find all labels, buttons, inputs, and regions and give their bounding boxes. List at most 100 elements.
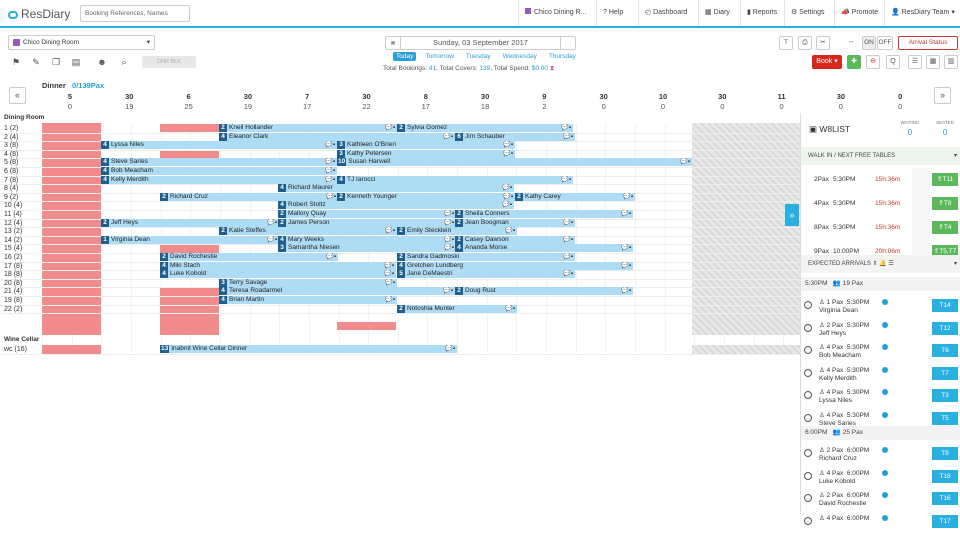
nav-settings[interactable]: ⚙ Settings bbox=[784, 0, 834, 26]
day-tuesday[interactable]: Tuesday bbox=[465, 53, 491, 60]
blocked-slot[interactable] bbox=[160, 245, 219, 253]
print-icon[interactable]: ⎙ bbox=[798, 36, 812, 50]
booking-block[interactable]: 4 Eleanor Clark 💬▪ bbox=[219, 132, 455, 141]
booking-block[interactable]: 2 Kathy Carey 💬▪ bbox=[515, 192, 635, 201]
user-list-icon[interactable]: ☻ bbox=[97, 57, 107, 67]
prev-day-button[interactable]: « bbox=[390, 38, 396, 47]
table-label[interactable]: 6 (8) bbox=[4, 168, 19, 175]
walkin-icon[interactable]: ✚ bbox=[847, 55, 861, 69]
booking-block[interactable]: 13 Inabnit Wine Cellar Dinner 💬▪ bbox=[160, 345, 457, 353]
booking-block[interactable]: 3 Terry Savage 💬▪ bbox=[219, 278, 397, 287]
booking-block[interactable]: 4 Lyssa Niles 💬▪ bbox=[101, 141, 337, 150]
table-label[interactable]: 17 (8) bbox=[4, 262, 23, 270]
booking-block[interactable]: 4 Richard Maurer 💬▪ bbox=[278, 184, 514, 193]
table-label[interactable]: 8 (4) bbox=[4, 185, 19, 193]
nav-reports[interactable]: ▮ Reports bbox=[740, 0, 784, 26]
walkin-row[interactable]: 8Pax 5:30PM 15h:36m ⇑T4 bbox=[801, 216, 960, 240]
booking-block[interactable]: 2 Casey Dawson 💬▪ bbox=[455, 235, 575, 244]
assign-table-button[interactable]: T17 bbox=[932, 514, 958, 528]
table-label[interactable]: 16 (2) bbox=[4, 254, 23, 261]
blocked-slot[interactable] bbox=[160, 124, 219, 132]
booking-block[interactable]: 2 Mallory Quay 💬▪ bbox=[278, 210, 456, 218]
assign-table-button[interactable]: T3 bbox=[932, 389, 958, 402]
table-label[interactable]: 4 (8) bbox=[4, 150, 19, 158]
booking-block[interactable]: 2 Katie Steffes 💬▪ bbox=[219, 227, 397, 236]
booking-block[interactable]: 10 Susan Harwell 💬▪ bbox=[337, 158, 692, 167]
venue-select[interactable]: Chico Dining Room ▾ bbox=[8, 35, 155, 50]
arrival-row[interactable]: ♙ 4 Pax 5:30PM Kelly Merdith T7 bbox=[801, 363, 960, 385]
booking-block[interactable]: 1 Virginia Dean 💬▪ bbox=[101, 235, 279, 244]
venue-tab[interactable]: Chico Dining R... bbox=[518, 0, 596, 26]
booking-block[interactable]: 2 Emily Stecklein 💬▪ bbox=[397, 227, 517, 236]
dnb-button[interactable]: DNR BLK bbox=[142, 56, 196, 68]
table-label[interactable]: 2 (4) bbox=[4, 133, 19, 141]
booking-block[interactable]: 2 Jeff Heys 💬▪ bbox=[101, 218, 279, 227]
table-label[interactable]: wc (16) bbox=[4, 346, 27, 353]
day-wednesday[interactable]: Wednesday bbox=[502, 53, 537, 60]
table-label[interactable]: 20 (8) bbox=[4, 279, 23, 287]
arrival-row[interactable]: ♙ 2 Pax 5:30PM Jeff Heys T12 bbox=[801, 318, 960, 340]
booking-block[interactable]: 4 Robert Stoltz 💬▪ bbox=[278, 201, 514, 210]
table-label[interactable]: 12 (4) bbox=[4, 219, 23, 227]
booking-block[interactable]: 3 Kathy Petersen 💬▪ bbox=[337, 149, 515, 158]
table-label[interactable]: 18 (8) bbox=[4, 271, 23, 279]
day-tomorrow[interactable]: Tomorrow bbox=[425, 53, 454, 60]
booking-block[interactable]: 2 Notoshia Munter 💬▪ bbox=[397, 304, 517, 313]
booking-block[interactable]: 2 David Rochestie 💬▪ bbox=[160, 253, 338, 261]
search-table-icon[interactable]: ⌕ bbox=[121, 57, 127, 67]
assign-table-button[interactable]: T12 bbox=[932, 321, 958, 335]
toggle-on[interactable]: ON bbox=[862, 36, 876, 50]
booking-block[interactable]: 4 Kelly Merdith 💬▪ bbox=[101, 175, 337, 184]
booking-block[interactable]: 4 Ananda Morse 💬▪ bbox=[455, 244, 633, 253]
booking-block[interactable]: 4 Steve Saries 💬▪ bbox=[101, 158, 337, 167]
next-day-button[interactable]: » bbox=[390, 38, 396, 47]
arrival-row[interactable]: ♙ 4 Pax 5:30PM Bob Meacham T6 bbox=[801, 340, 960, 362]
arrival-row[interactable]: ♙ 2 Pax 6:00PM Richard Cruz T9 bbox=[801, 443, 960, 465]
assign-table-button[interactable]: T9 bbox=[932, 447, 958, 460]
assign-table-button[interactable]: T6 bbox=[932, 344, 958, 357]
arrival-status-button[interactable]: Arrival Status bbox=[898, 36, 958, 50]
table-label[interactable]: 11 (4) bbox=[4, 211, 22, 218]
booking-block[interactable]: 2 Sheila Conners 💬▪ bbox=[455, 210, 633, 218]
booking-block[interactable]: 5 Jane DeMaestri 💬▪ bbox=[397, 270, 575, 279]
booking-block[interactable]: 4 TJ Iarocci 💬▪ bbox=[337, 175, 573, 184]
assign-table-button[interactable]: T7 bbox=[932, 366, 958, 380]
nav-dashboard[interactable]: ◴ Dashboard bbox=[638, 0, 696, 26]
table-label[interactable]: 22 (2) bbox=[4, 305, 23, 313]
booking-block[interactable]: 4 Miki Stach 💬▪ bbox=[160, 261, 396, 270]
booking-block[interactable]: 6 Jim Schauber 💬▪ bbox=[455, 132, 575, 141]
walkin-header[interactable]: WALK IN / NEXT FREE TABLES ▾ bbox=[801, 147, 960, 165]
tile-view-icon[interactable]: ▥ bbox=[944, 55, 958, 69]
timeline-prev-button[interactable]: « bbox=[9, 87, 26, 104]
booking-block[interactable]: 4 Teresa Roadarmel 💬▪ bbox=[219, 287, 455, 296]
booking-block[interactable]: 3 Samantha Niesen 💬▪ bbox=[278, 244, 456, 253]
day-today[interactable]: Today bbox=[393, 52, 417, 61]
booking-block[interactable]: 4 Gretchen Lundberg 💬▪ bbox=[397, 261, 633, 270]
link-icon[interactable]: ✂ bbox=[816, 36, 830, 50]
table-label[interactable]: 14 (2) bbox=[4, 236, 23, 244]
booking-block[interactable]: 2 Richard Cruz 💬▪ bbox=[160, 192, 338, 201]
current-date[interactable]: Sunday, 03 September 2017 bbox=[400, 37, 561, 49]
booking-block[interactable]: 2 Kneil Hollander 💬▪ bbox=[219, 124, 397, 132]
search-input[interactable]: Booking References, Names bbox=[80, 5, 190, 22]
table-label[interactable]: 19 (8) bbox=[4, 297, 23, 304]
expand-icon[interactable]: ↔ bbox=[844, 36, 858, 50]
nav-help[interactable]: ? Help bbox=[596, 0, 636, 26]
timeline-next-button[interactable]: » bbox=[934, 87, 951, 104]
seat-table-button[interactable]: ⇑T4 bbox=[932, 221, 958, 234]
assign-table-button[interactable]: T16 bbox=[932, 492, 958, 505]
seat-table-button[interactable]: ⇑T8 bbox=[932, 197, 958, 210]
table-label[interactable]: 3 (8) bbox=[4, 142, 19, 150]
booking-block[interactable]: 4 Bob Meacham 💬▪ bbox=[101, 167, 337, 175]
table-label[interactable]: 9 (2) bbox=[4, 193, 19, 201]
table-label[interactable]: 1 (2) bbox=[4, 125, 19, 132]
booking-block[interactable]: 4 Mary Weeks 💬▪ bbox=[278, 235, 456, 244]
table-label[interactable]: 13 (2) bbox=[4, 228, 23, 236]
booking-block[interactable]: 2 Doug Rust 💬▪ bbox=[455, 287, 633, 296]
walkin-row[interactable]: 2Pax 5:30PM 15h:36m ⇑T11 bbox=[801, 168, 960, 192]
calendar-icon[interactable]: ▤ bbox=[71, 57, 81, 67]
expected-arrivals-header[interactable]: EXPECTED ARRIVALS ⇕ 🔔 ☰ ▾ bbox=[801, 255, 960, 273]
list-view-icon[interactable]: ☰ bbox=[908, 55, 922, 69]
table-label[interactable]: 15 (4) bbox=[4, 245, 23, 253]
toggle-off[interactable]: OFF bbox=[877, 36, 893, 50]
